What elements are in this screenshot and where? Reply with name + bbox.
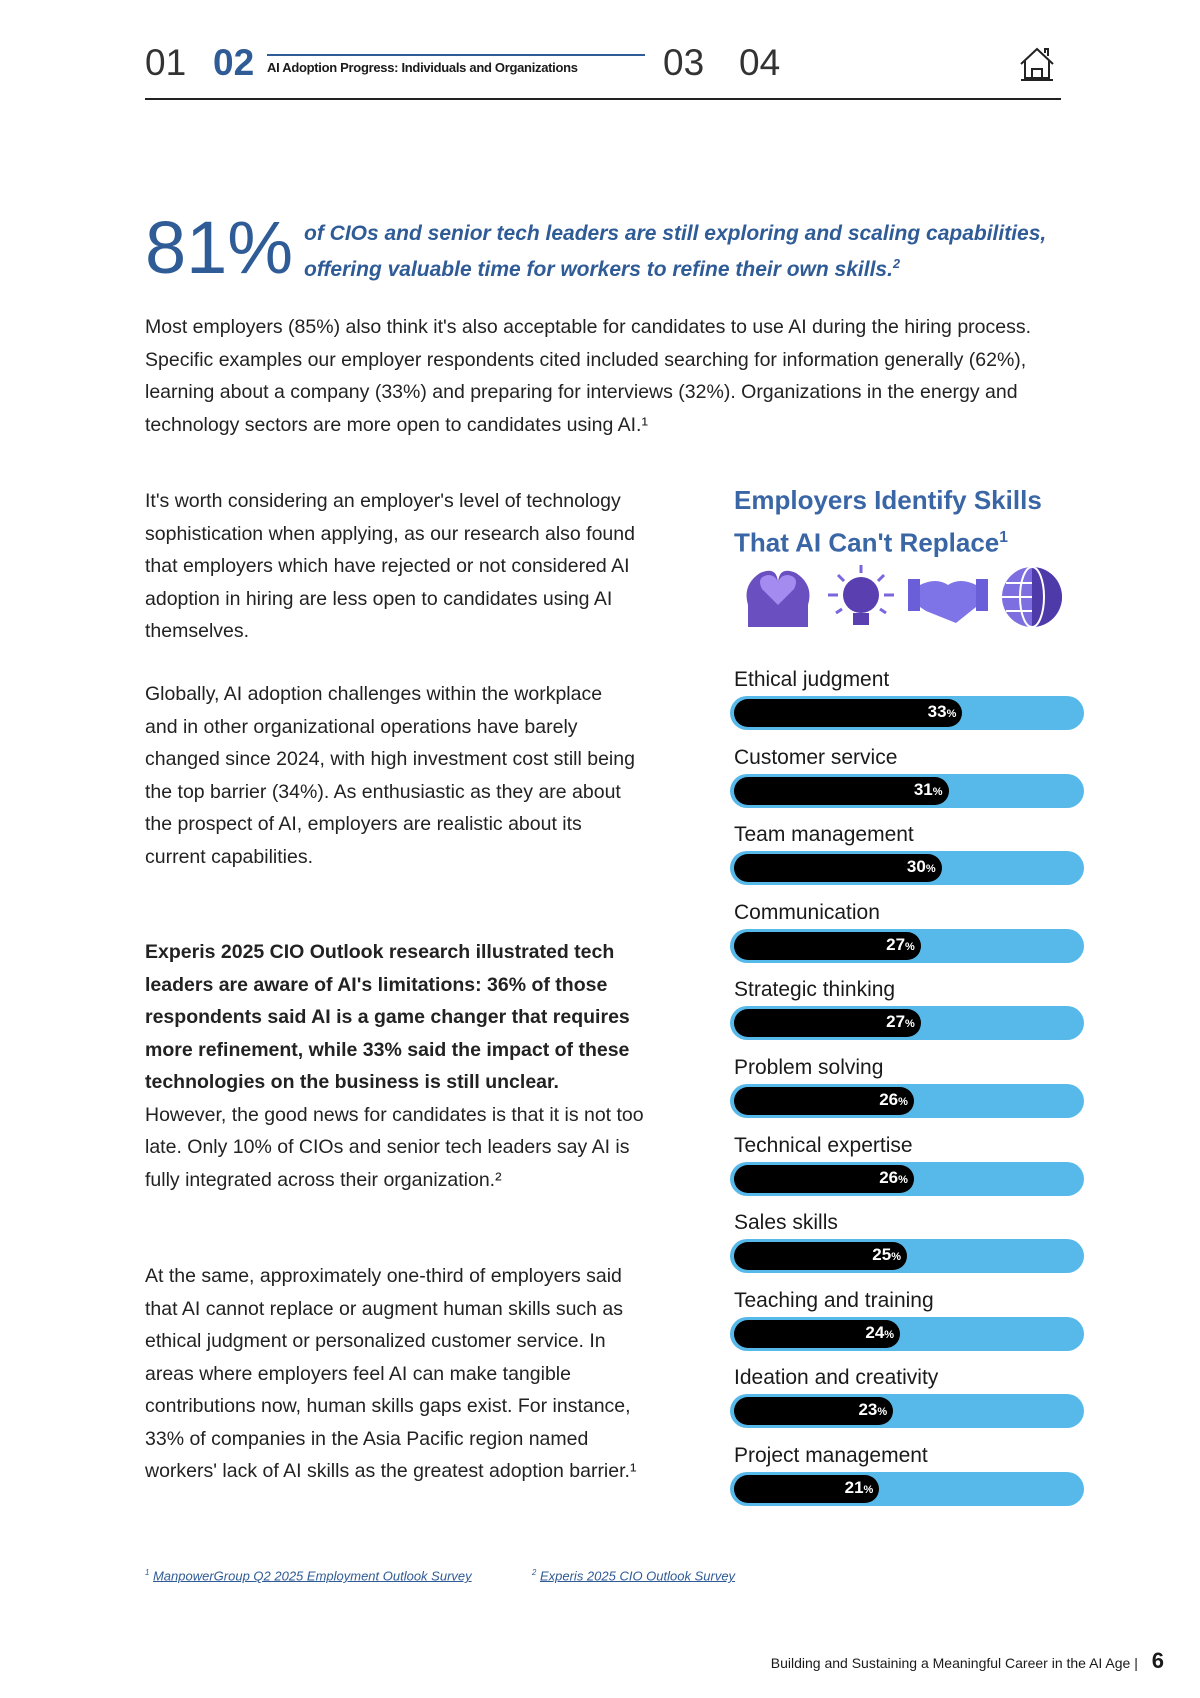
bar-track: 26% bbox=[730, 1161, 1084, 1196]
bar-label: Sales skills bbox=[734, 1211, 838, 1235]
bar-item: Ethical judgment 33% bbox=[730, 664, 1084, 730]
bar-fill: 23% bbox=[734, 1397, 894, 1426]
bar-fill: 33% bbox=[734, 699, 963, 727]
bar-item: Team management 30% bbox=[730, 819, 1084, 886]
footnote-2-link[interactable]: Experis 2025 CIO Outlook Survey bbox=[539, 1568, 736, 1584]
section-01-link[interactable]: 01 bbox=[145, 42, 187, 83]
paragraph-3: Experis 2025 CIO Outlook research illust… bbox=[145, 941, 644, 1191]
bar-track: 24% bbox=[730, 1316, 1084, 1351]
page-footer: Building and Sustaining a Meaningful Car… bbox=[770, 1648, 1164, 1673]
handshake-icon bbox=[908, 579, 988, 623]
bar-value: 24% bbox=[865, 1322, 895, 1342]
section-03-link[interactable]: 03 bbox=[663, 42, 705, 83]
lightbulb-puzzle-icon bbox=[828, 565, 894, 625]
bar-track: 30% bbox=[730, 851, 1084, 886]
bar-label: Ideation and creativity bbox=[734, 1366, 939, 1390]
section-04-link[interactable]: 04 bbox=[739, 42, 781, 83]
bar-track: 26% bbox=[730, 1084, 1084, 1118]
bar-track: 21% bbox=[730, 1472, 1084, 1506]
bar-label: Teaching and training bbox=[734, 1288, 934, 1312]
bar-track: 23% bbox=[730, 1394, 1084, 1429]
bar-label: Project management bbox=[734, 1444, 928, 1467]
footnote-2: 2 Experis 2025 CIO Outlook Survey bbox=[532, 1568, 736, 1584]
bar-fill: 24% bbox=[734, 1319, 901, 1348]
intro-paragraph: Most employers (85%) also think it's als… bbox=[145, 316, 1032, 436]
paragraph-1: It's worth considering an employer's lev… bbox=[145, 490, 635, 642]
bar-track: 33% bbox=[730, 696, 1084, 730]
active-section-title: AI Adoption Progress: Individuals and Or… bbox=[267, 54, 645, 75]
footnote-1-link[interactable]: ManpowerGroup Q2 2025 Employment Outlook… bbox=[152, 1568, 472, 1584]
bar-fill: 27% bbox=[734, 1009, 921, 1038]
bar-track: 25% bbox=[730, 1239, 1084, 1274]
footnote-1: 1 ManpowerGroup Q2 2025 Employment Outlo… bbox=[145, 1568, 472, 1584]
bar-item: Customer service 31% bbox=[730, 742, 1084, 808]
bar-value: 33% bbox=[927, 702, 957, 721]
bar-value: 21% bbox=[844, 1478, 874, 1497]
stat-text: of CIOs and senior tech leaders are stil… bbox=[304, 222, 1047, 281]
bar-fill: 30% bbox=[734, 854, 942, 883]
bar-value: 27% bbox=[886, 934, 915, 954]
bar-label: Customer service bbox=[734, 745, 898, 769]
bar-label: Team management bbox=[734, 823, 914, 847]
bar-label: Technical expertise bbox=[734, 1133, 913, 1157]
bar-value: 23% bbox=[858, 1400, 888, 1420]
bar-value: 31% bbox=[913, 779, 943, 799]
bar-fill: 26% bbox=[734, 1164, 914, 1193]
bar-fill: 31% bbox=[734, 776, 949, 805]
bar-track: 27% bbox=[730, 1006, 1084, 1041]
bar-fill: 21% bbox=[734, 1475, 880, 1503]
bar-item: Strategic thinking 27% bbox=[730, 974, 1084, 1041]
bar-fill: 25% bbox=[734, 1242, 907, 1271]
bar-track: 31% bbox=[730, 773, 1084, 808]
bar-fill: 26% bbox=[734, 1087, 914, 1115]
bar-item: Project management 21% bbox=[730, 1440, 1084, 1506]
bar-value: 25% bbox=[872, 1245, 901, 1265]
paragraph-4: At the same, approximately one-third of … bbox=[145, 1265, 637, 1482]
bar-value: 26% bbox=[879, 1090, 908, 1109]
bar-item: Problem solving 26% bbox=[730, 1052, 1084, 1118]
stat-value: 81% bbox=[145, 206, 294, 289]
bar-item: Teaching and training 24% bbox=[730, 1285, 1084, 1351]
bar-value: 30% bbox=[906, 857, 936, 877]
section-nav: 01 02 AI Adoption Progress: Individuals … bbox=[145, 38, 1061, 100]
bar-label: Problem solving bbox=[734, 1056, 884, 1079]
section-02-link[interactable]: 02 bbox=[213, 42, 255, 83]
bar-item: Ideation and creativity 23% bbox=[730, 1362, 1084, 1429]
skill-icons bbox=[740, 565, 1064, 629]
bar-value: 27% bbox=[886, 1012, 915, 1032]
bar-track: 27% bbox=[730, 928, 1084, 963]
bar-item: Sales skills 25% bbox=[730, 1207, 1084, 1274]
bar-label: Ethical judgment bbox=[734, 668, 890, 691]
bar-label: Communication bbox=[734, 900, 880, 924]
bar-item: Technical expertise 26% bbox=[730, 1130, 1084, 1196]
heart-heads-icon bbox=[746, 570, 810, 627]
bar-label: Strategic thinking bbox=[734, 978, 896, 1002]
paragraph-2: Globally, AI adoption challenges within … bbox=[145, 683, 635, 868]
globe-puzzle-icon bbox=[1002, 566, 1062, 628]
bar-item: Communication 27% bbox=[730, 897, 1084, 963]
home-icon[interactable] bbox=[1017, 44, 1057, 84]
bar-value: 26% bbox=[879, 1167, 908, 1187]
page-number: 6 bbox=[1151, 1648, 1164, 1673]
chart-title: Employers Identify Skills That AI Can't … bbox=[734, 485, 1042, 558]
bar-fill: 27% bbox=[734, 931, 921, 960]
